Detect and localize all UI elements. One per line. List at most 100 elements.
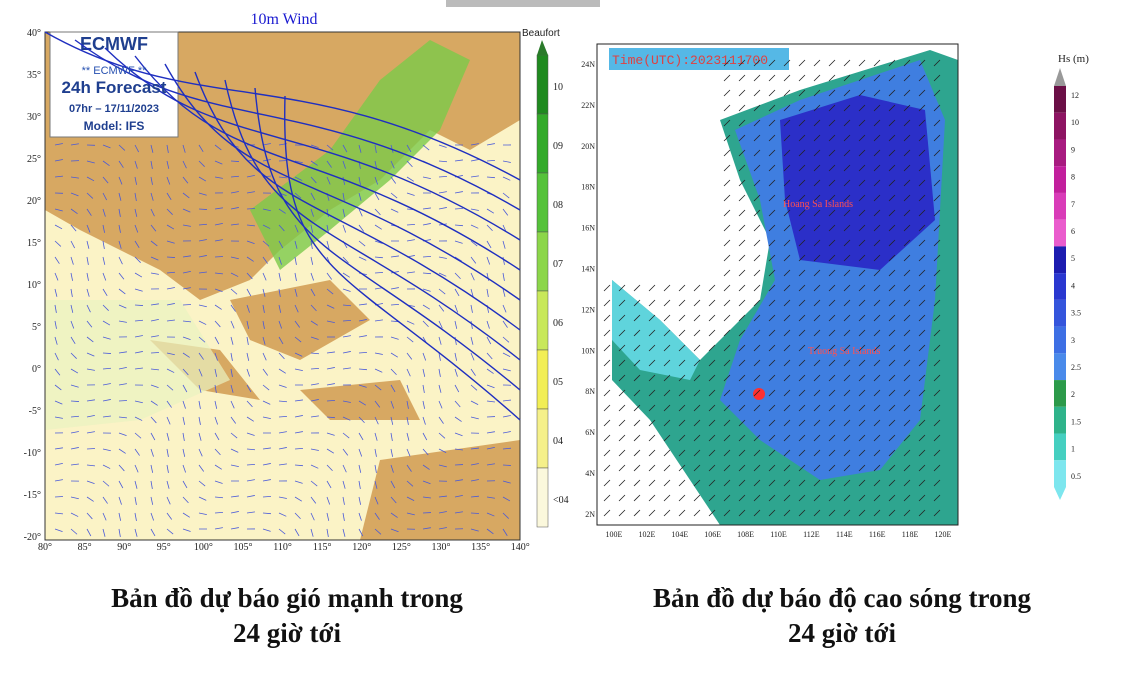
wave-arrow	[723, 209, 731, 217]
legend-label: 3.5	[1071, 309, 1081, 318]
wave-arrow	[723, 449, 731, 457]
wind-barb	[54, 320, 57, 329]
wave-arrow	[918, 209, 926, 217]
wave-arrow	[753, 269, 761, 277]
wave-arrow	[873, 299, 881, 307]
wind-barb	[230, 160, 240, 162]
wave-arrow	[888, 449, 896, 457]
wind-barb	[374, 496, 379, 505]
land	[150, 280, 520, 540]
wind-barb	[486, 288, 489, 297]
wave-arrow	[603, 434, 611, 442]
wind-map: ECMWF 10m Wind Beaufort ** ECMWF **24h F…	[24, 11, 569, 553]
wave-arrow	[933, 269, 941, 277]
legend-label: 04	[553, 436, 563, 447]
wave-arrow	[798, 419, 806, 427]
wave-arrow	[888, 284, 896, 292]
wave-arrow	[633, 284, 641, 292]
wave-arrow	[918, 89, 926, 97]
wave-arrow	[618, 329, 626, 337]
wave-arrow	[633, 509, 641, 517]
wave-arrow	[768, 74, 776, 82]
wave-arrow	[633, 494, 641, 502]
wind-barb	[198, 239, 207, 242]
wave-arrow	[918, 224, 926, 232]
lat-label: 22N	[581, 101, 595, 110]
wave-arrow	[738, 89, 746, 97]
wave-arrow	[918, 59, 926, 67]
wave-arrow	[663, 374, 671, 382]
wave-arrow	[753, 464, 761, 472]
wave-arrow	[933, 179, 941, 187]
wind-barb	[470, 463, 479, 466]
wave-arrow	[903, 269, 911, 277]
wave-arrow	[618, 284, 626, 292]
wave-arrow	[648, 449, 656, 457]
wave-arrow	[708, 344, 716, 352]
wind-barb	[150, 240, 158, 247]
lon-label: 104E	[671, 530, 688, 539]
wind-barb	[422, 368, 426, 377]
wind-barb	[230, 320, 235, 329]
wind-barb	[406, 400, 409, 409]
wind-barb	[486, 512, 495, 517]
wave-arrow	[858, 119, 866, 127]
wind-barb	[118, 383, 127, 386]
wind-barb	[182, 352, 190, 358]
wave-arrow	[873, 254, 881, 262]
wave-arrow	[873, 509, 881, 517]
wind-barb	[342, 496, 345, 505]
wind-barb	[86, 256, 89, 265]
wave-arrow	[843, 194, 851, 202]
wave-arrow	[918, 359, 926, 367]
wind-barb	[182, 271, 191, 274]
wind-barb	[102, 256, 106, 265]
wave-arrow	[903, 494, 911, 502]
wave-arrow	[813, 239, 821, 247]
wave-arrow	[663, 419, 671, 427]
wind-barb	[326, 367, 335, 370]
wind-barb	[278, 528, 286, 535]
wave-arrow	[783, 359, 791, 367]
wind-barb	[246, 400, 253, 408]
place-label: Truong Sa Islands	[808, 346, 881, 357]
wind-barb	[358, 224, 365, 232]
wave-arrow	[753, 164, 761, 172]
wave-arrow	[798, 134, 806, 142]
lat-label: 2N	[585, 510, 595, 519]
wave-arrow	[858, 89, 866, 97]
wave-arrow	[738, 134, 746, 142]
wave-arrow	[858, 389, 866, 397]
wind-barb	[102, 496, 108, 504]
wave-arrow	[723, 224, 731, 232]
wave-arrow	[798, 239, 806, 247]
wind-barb	[54, 288, 58, 297]
wind-barb	[246, 208, 256, 210]
wind-barb	[86, 336, 94, 343]
wind-barb	[374, 528, 382, 535]
wave-arrow	[918, 344, 926, 352]
wind-barb	[502, 415, 511, 418]
wind-barb	[86, 512, 93, 520]
wind-barb	[358, 416, 365, 424]
wave-arrow	[843, 104, 851, 112]
wave-arrow	[603, 389, 611, 397]
wave-arrow	[873, 404, 881, 412]
wave-arrow	[873, 134, 881, 142]
legend-swatch	[1054, 326, 1066, 354]
wind-barb	[390, 400, 395, 409]
wind-barb	[310, 192, 316, 201]
wind-barb	[470, 528, 479, 532]
wave-arrow	[783, 494, 791, 502]
wave-arrow	[828, 344, 836, 352]
wave-arrow	[693, 509, 701, 517]
wave-arrow	[783, 194, 791, 202]
wind-barb	[86, 304, 91, 313]
wave-arrow	[798, 149, 806, 157]
wind-barb	[470, 352, 475, 361]
wind-barb	[358, 351, 368, 354]
wind-barb	[294, 447, 304, 450]
wind-barb	[358, 335, 367, 338]
wind-barb	[246, 224, 255, 227]
wind-barb	[182, 287, 191, 290]
